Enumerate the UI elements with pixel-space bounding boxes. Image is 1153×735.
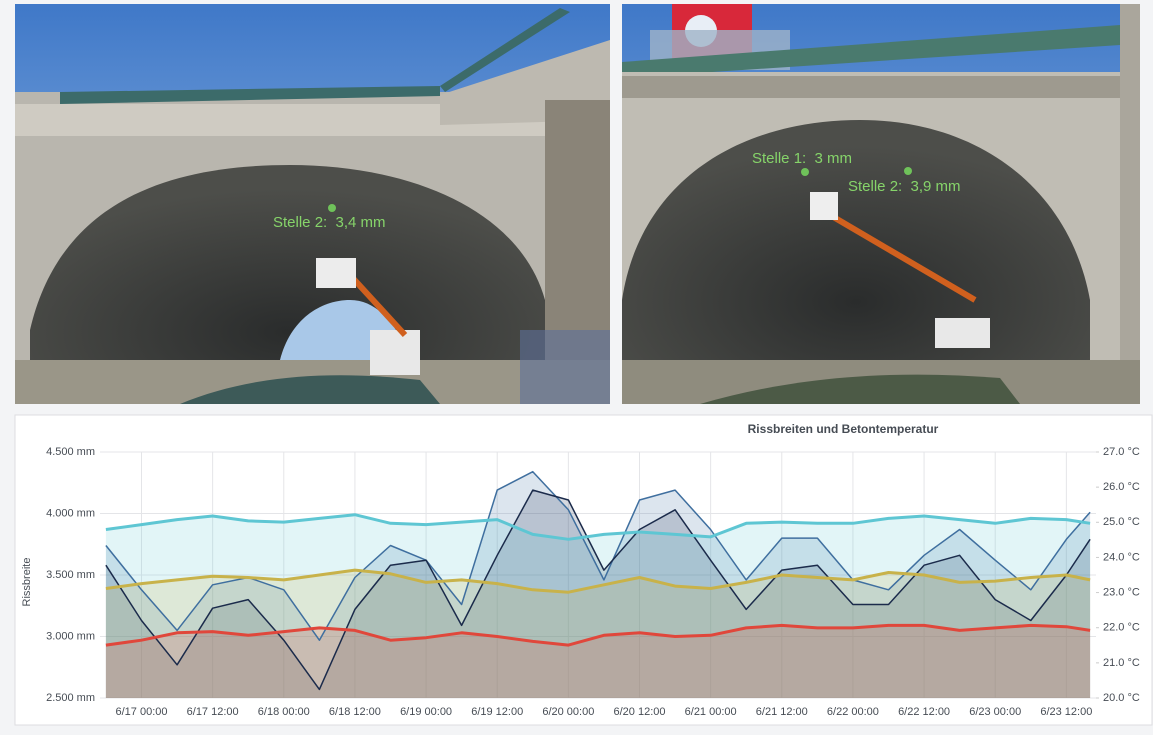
x-tick-label: 6/20 12:00 (614, 706, 666, 718)
y-axis-label: Rissbreite (21, 558, 33, 607)
x-tick-label: 6/22 12:00 (898, 706, 950, 718)
x-tick-label: 6/17 12:00 (187, 706, 239, 718)
plot: 2.500 mm 3.000 mm 3.500 mm 4.000 mm 4.500 mm… (46, 446, 1140, 718)
x-tick-label: 6/19 00:00 (400, 706, 452, 718)
annotation-dot (801, 168, 809, 176)
x-tick-label: 6/20 00:00 (542, 706, 594, 718)
annotation-dot (328, 204, 336, 212)
series-line (105, 513, 1091, 541)
series-area (105, 570, 1091, 698)
chart-title: Rissbreiten und Betontemperatur (748, 422, 939, 436)
series-area (105, 625, 1091, 698)
annotation: Stelle 2: 3,4 mm (273, 214, 386, 231)
y-tick-label: 2.500 mm (46, 692, 95, 704)
y2-tick-label: 21.0 °C (1103, 657, 1140, 669)
y-tick-label: 3.000 mm (46, 630, 95, 642)
y2-tick-label: 23.0 °C (1103, 586, 1140, 598)
y-tick-label: 3.500 mm (46, 569, 95, 581)
series-line (105, 489, 1091, 691)
x-tick-label: 6/23 12:00 (1040, 706, 1092, 718)
annotation: Stelle 1: 3 mm (752, 150, 852, 167)
x-tick-label: 6/21 12:00 (756, 706, 808, 718)
y2-tick-label: 27.0 °C (1103, 446, 1140, 458)
y2-tick-label: 26.0 °C (1103, 481, 1140, 493)
y2-tick-label: 24.0 °C (1103, 551, 1140, 563)
annotation-dot (904, 167, 912, 175)
x-tick-label: 6/18 12:00 (329, 706, 381, 718)
series-line (105, 568, 1091, 594)
y2-tick-label: 25.0 °C (1103, 516, 1140, 528)
annotation: Stelle 2: 3,9 mm (848, 178, 961, 195)
photo-right: Stelle 1: 3 mm Stelle 2: 3,9 mm (622, 4, 1140, 404)
series-line (105, 470, 1091, 641)
photo-left: Stelle 2: 3,4 mm (15, 4, 610, 404)
x-tick-label: 6/21 00:00 (685, 706, 737, 718)
x-tick-label: 6/18 00:00 (258, 706, 310, 718)
y-tick-label: 4.500 mm (46, 446, 95, 458)
chart-panel (14, 414, 1153, 726)
y2-tick-label: 22.0 °C (1103, 622, 1140, 634)
x-tick-label: 6/22 00:00 (827, 706, 879, 718)
series-area (105, 514, 1091, 698)
y-tick-label: 4.000 mm (46, 507, 95, 519)
x-tick-label: 6/19 12:00 (471, 706, 523, 718)
x-tick-label: 6/23 00:00 (969, 706, 1021, 718)
series-area (105, 490, 1091, 698)
y2-tick-label: 20.0 °C (1103, 692, 1140, 704)
series-line (105, 623, 1091, 647)
x-tick-label: 6/17 00:00 (116, 706, 168, 718)
